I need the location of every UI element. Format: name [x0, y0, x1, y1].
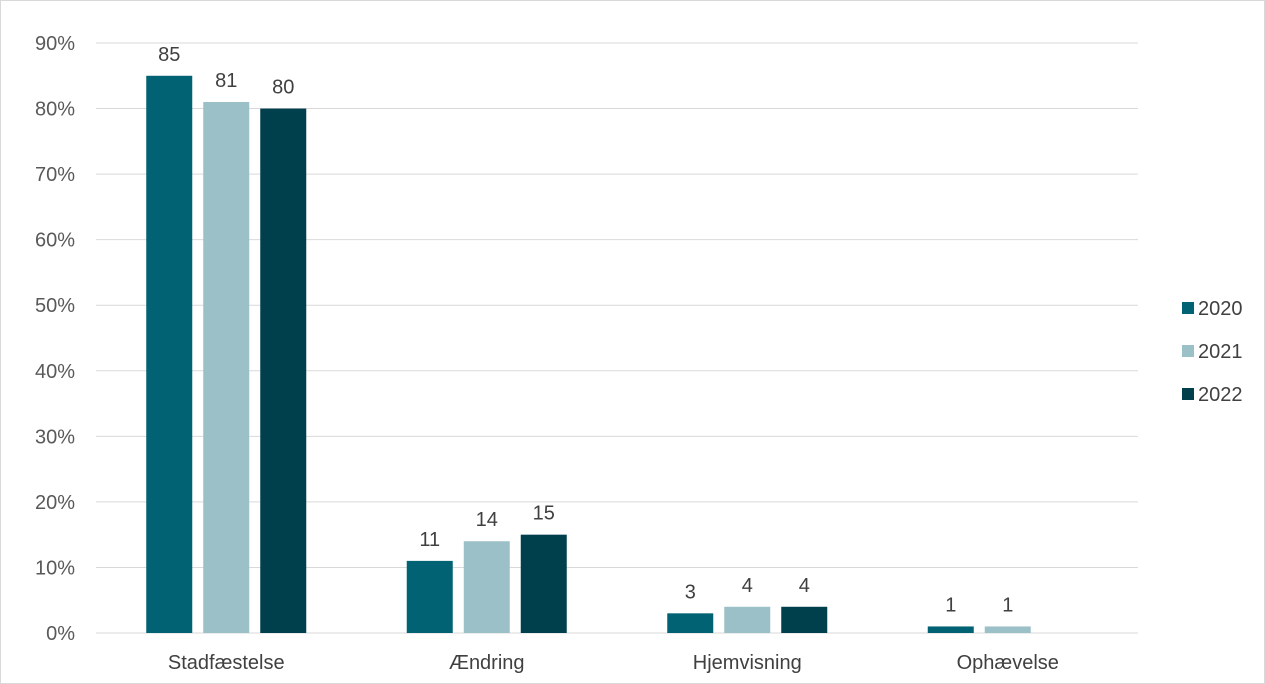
- data-label: 4: [742, 575, 753, 597]
- bar-2021-2: [724, 606, 771, 633]
- data-label: 81: [215, 70, 237, 92]
- y-tick-label: 10%: [35, 557, 75, 579]
- bar-2022-1: [520, 534, 567, 633]
- bar-2020-1: [406, 560, 453, 633]
- y-tick-label: 60%: [35, 230, 75, 252]
- data-label: 11: [419, 529, 440, 551]
- legend-label: 2020: [1198, 298, 1243, 320]
- data-label: 80: [272, 77, 294, 99]
- legend-label: 2021: [1198, 341, 1243, 363]
- data-label: 1: [945, 594, 956, 616]
- data-label: 14: [476, 509, 498, 531]
- bars: [146, 75, 1031, 634]
- bar-2022-0: [260, 108, 307, 634]
- bar-2020-0: [146, 75, 193, 634]
- bar-2020-3: [927, 626, 974, 633]
- data-label: 3: [685, 581, 696, 603]
- bar-2021-1: [463, 541, 510, 633]
- legend-swatch-2022: [1182, 388, 1194, 400]
- y-tick-label: 20%: [35, 492, 75, 514]
- bar-2021-0: [203, 102, 250, 633]
- gridlines: [96, 42, 1138, 634]
- x-category-label: Stadfæstelse: [168, 652, 285, 674]
- bar-2021-3: [984, 626, 1031, 633]
- data-label: 4: [799, 575, 810, 597]
- data-label: 1: [1002, 594, 1013, 616]
- y-tick-label: 40%: [35, 361, 75, 383]
- y-tick-label: 0%: [46, 623, 75, 645]
- x-category-label: Ophævelse: [957, 652, 1059, 674]
- x-axis-categories: Stadfæstelse Ændring Hjemvisning Ophævelse: [168, 652, 1059, 674]
- y-tick-label: 80%: [35, 99, 75, 121]
- bar-2022-2: [781, 606, 828, 633]
- legend-label: 2022: [1198, 384, 1243, 406]
- legend-swatch-2021: [1182, 345, 1194, 357]
- data-label: 85: [158, 44, 180, 66]
- bar-2020-2: [667, 613, 714, 633]
- y-tick-label: 90%: [35, 33, 75, 55]
- x-category-label: Ændring: [449, 652, 525, 674]
- legend-swatch-2020: [1182, 302, 1194, 314]
- legend: 2020 2021 2022: [1182, 298, 1243, 406]
- data-label: 15: [533, 503, 555, 525]
- y-tick-label: 30%: [35, 426, 75, 448]
- y-tick-label: 50%: [35, 295, 75, 317]
- y-tick-label: 70%: [35, 164, 75, 186]
- x-category-label: Hjemvisning: [693, 652, 802, 674]
- y-axis-ticks: 0% 10% 20% 30% 40% 50% 60% 70% 80% 90%: [35, 33, 75, 645]
